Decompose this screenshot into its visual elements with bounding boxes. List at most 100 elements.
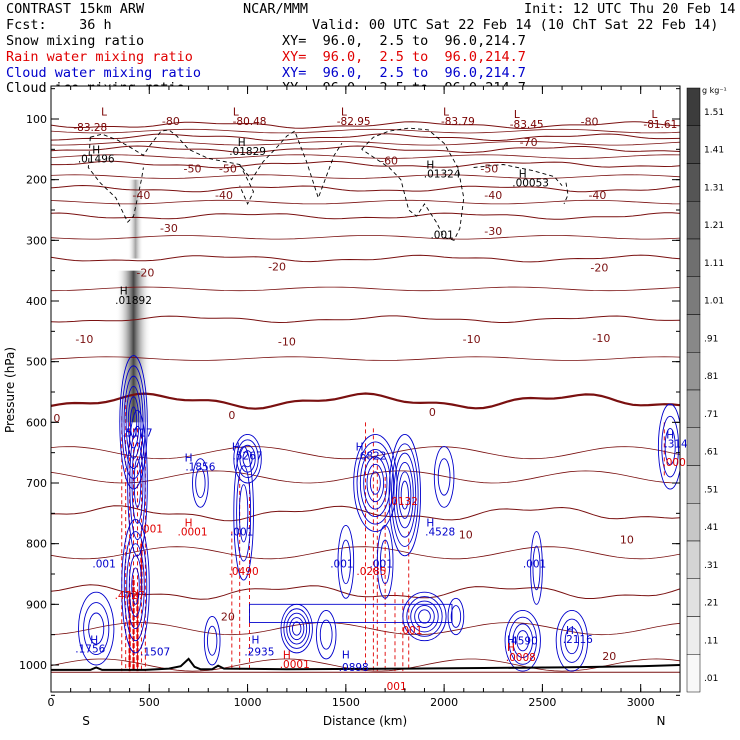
- isotherm-minor: [51, 546, 680, 560]
- extremum-label: -80.48: [233, 116, 267, 128]
- cloud-water-cell: [129, 406, 138, 439]
- colorbar-tick-label: .71: [704, 410, 718, 420]
- isotherm--30: [51, 212, 680, 220]
- cloud-water-cell: [126, 543, 145, 630]
- isotherm-label: -40: [484, 189, 502, 202]
- cloud-water-cell: [530, 531, 543, 605]
- terrain-line: [51, 657, 680, 673]
- isotherm-label: -10: [278, 336, 296, 349]
- extremum-label: .001: [370, 559, 393, 571]
- y-tick-label: 1000: [19, 659, 47, 672]
- colorbar-swatch: [686, 238, 701, 277]
- extremum-label: L: [233, 107, 239, 119]
- cloud-water-cell: [128, 555, 143, 617]
- isotherm--50: [51, 160, 680, 169]
- extremum-label: .01892: [115, 295, 152, 307]
- field-name-cloud-water: Cloud water mixing ratio: [6, 65, 202, 81]
- isotherm-minor: [51, 235, 680, 240]
- extremum-label: .001: [230, 527, 253, 539]
- extremum-label: .001: [140, 524, 163, 536]
- isotherm-label: 0: [228, 409, 235, 422]
- extremum-label: .001: [430, 229, 453, 241]
- colorbar-tick-label: .41: [704, 523, 718, 533]
- colorbar-swatch: [686, 352, 701, 391]
- colorbar-unit: g kg⁻¹: [702, 86, 727, 95]
- cloud-water-cell: [532, 545, 541, 591]
- isotherm--20: [51, 254, 680, 263]
- cloud-water-contours: [78, 355, 680, 672]
- y-tick-label: 300: [26, 234, 47, 247]
- cloud-water-cell: [560, 618, 584, 663]
- extremum-label: -83.28: [73, 122, 107, 134]
- colorbar-tick-label: 1.51: [704, 108, 724, 118]
- isotherm-label: -40: [132, 189, 150, 202]
- x-axis-label: Distance (km): [323, 714, 407, 728]
- extremum-label: .0490: [229, 566, 259, 578]
- cloud-water-cell: [398, 471, 412, 519]
- extremum-label: .4528: [425, 527, 455, 539]
- cloud-water-cell: [402, 591, 447, 642]
- isotherm-label: 10: [459, 529, 473, 542]
- isotherm-label: -20: [268, 260, 286, 273]
- cloud-water-cell: [437, 458, 451, 496]
- cloud-water-cell: [236, 439, 259, 479]
- cloud-water-cell: [119, 355, 148, 490]
- field-xy-rain: XY= 96.0, 2.5 to 96.0,214.7: [282, 49, 526, 65]
- y-tick-label: 200: [26, 174, 47, 187]
- cloud-water-cell: [133, 458, 142, 508]
- extremum-label: .001: [523, 559, 546, 571]
- extremum-label: .1756: [75, 644, 105, 656]
- extremum-label: H: [283, 650, 291, 662]
- extremum-label: H: [507, 642, 515, 654]
- cloud-ice-contour: [473, 164, 563, 186]
- extremum-label: H: [519, 169, 527, 181]
- cloud-water-cell: [393, 452, 417, 538]
- colorbar-tick-label: .11: [704, 636, 718, 646]
- x-tick-label: 2500: [528, 696, 556, 709]
- isotherm-minor: [51, 286, 680, 292]
- cloud-water-cell: [291, 621, 302, 636]
- cloud-water-cell: [127, 396, 140, 449]
- extremum-label: .6822: [356, 451, 386, 463]
- y-tick-label: 500: [26, 356, 47, 369]
- isotherm-minor: [51, 140, 680, 146]
- cloud-water-cell: [340, 539, 352, 585]
- extremum-label: H: [238, 137, 246, 149]
- isotherm-label: 20: [221, 610, 235, 623]
- cloud-water-band: [249, 603, 453, 623]
- cloud-ice-contour: [90, 129, 343, 200]
- colorbar-swatch: [686, 163, 701, 202]
- field-name-rain: Rain water mixing ratio: [6, 49, 193, 65]
- colorbar-swatch: [686, 125, 701, 164]
- cloud-water-cell: [319, 619, 333, 650]
- cloud-water-cell: [233, 434, 262, 484]
- isotherm-minor: [51, 356, 680, 361]
- cloud-water-cell: [127, 409, 148, 557]
- extremum-label: -83.79: [441, 116, 475, 128]
- colorbar-swatch: [686, 578, 701, 617]
- isotherm--70: [51, 133, 680, 142]
- isotherm-label: 20: [602, 650, 616, 663]
- cloud-water-cell: [238, 484, 249, 543]
- extremum-label: .0285: [356, 566, 386, 578]
- colorbar-swatch: [686, 314, 701, 353]
- cloud-water-cell: [289, 617, 305, 641]
- snow-column-upper: [127, 179, 144, 259]
- isotherm-label: -10: [75, 333, 93, 346]
- extremum-label: .001: [92, 559, 115, 571]
- extremum-label: L: [652, 109, 658, 121]
- isotherm-label: -40: [588, 189, 606, 202]
- extremum-label: L: [101, 107, 107, 119]
- cloud-water-cell: [555, 609, 589, 672]
- institution-label: NCAR/MMM: [243, 1, 309, 17]
- cloud-ice-contour: [361, 127, 465, 241]
- extremum-label: .01496: [78, 153, 115, 165]
- y-tick-label: 400: [26, 295, 47, 308]
- isotherm-10: [51, 505, 680, 522]
- extremum-label: .01324: [424, 169, 461, 181]
- cloud-water-cell: [236, 465, 252, 562]
- cloud-water-cell: [410, 600, 439, 633]
- cloud-water-cell: [664, 427, 676, 466]
- cloud-water-cell: [504, 609, 541, 672]
